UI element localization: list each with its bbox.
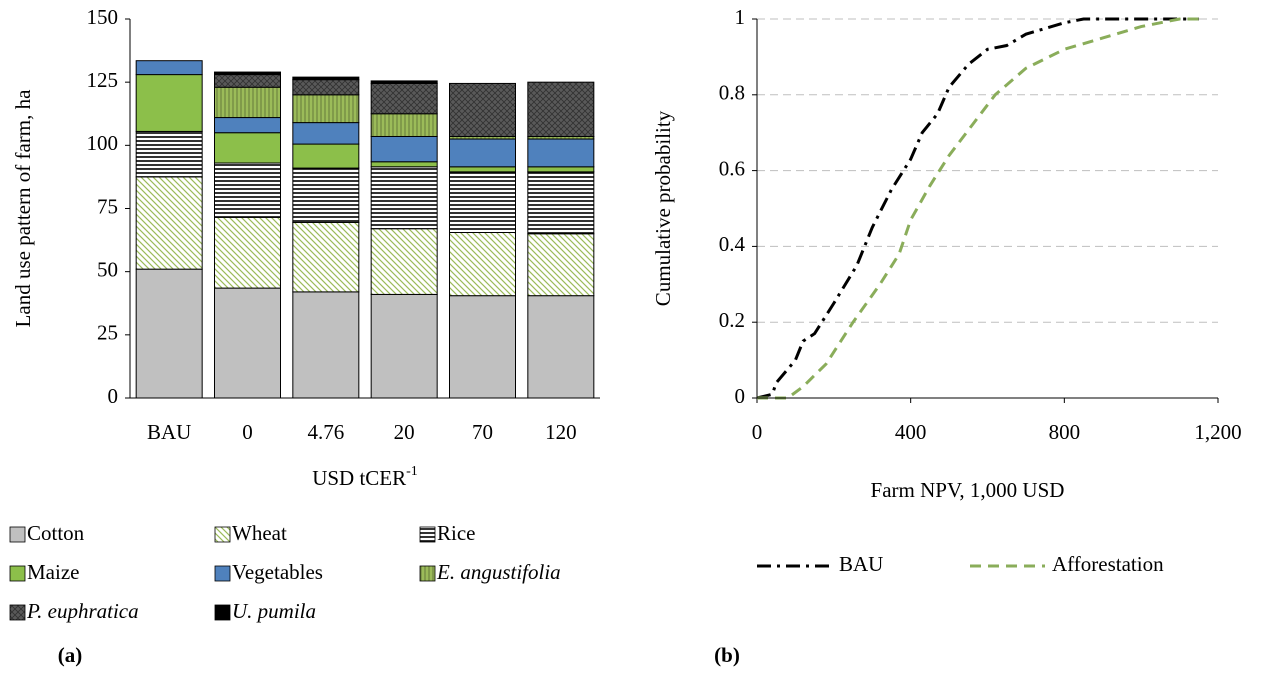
y-tick-label: 100 [87,131,119,155]
bar-segment [449,171,516,234]
legend-label: P. euphratica [26,599,139,623]
legend-swatch [214,526,231,543]
bar-segment [370,161,438,168]
y-axis-label: Cumulative probability [651,110,675,306]
bar-segment [292,143,360,169]
x-tick-label: 120 [545,420,577,444]
panel-label: (b) [714,643,740,667]
bar-segment [292,291,360,399]
bar-segment [292,221,360,293]
bar-segment [527,138,595,168]
legend-swatch [419,565,436,582]
x-axis-label-superscript: -1 [406,464,418,479]
x-tick-label: 1,200 [1194,420,1241,444]
bar-segment [214,86,281,119]
bar-segment [135,268,203,399]
bar-segment [292,167,360,223]
bar-segment [214,117,281,134]
bar-segment [214,74,281,88]
y-tick-label: 125 [87,68,119,92]
legend-swatch [419,526,436,543]
legend-swatch [9,526,26,543]
legend-label: Cotton [27,521,85,545]
y-tick-label: 0.2 [719,308,745,332]
x-tick-label: BAU [147,420,191,444]
bar-segment [449,166,516,173]
bar-segment [214,132,281,164]
bar-segment [527,171,595,235]
y-axis-label: Land use pattern of farm, ha [11,89,35,328]
panel-label: (a) [58,643,83,667]
bar-segment [449,232,516,297]
x-tick-label: 20 [394,420,415,444]
bar-segment [449,295,516,399]
legend-label: Afforestation [1052,552,1164,576]
bar-segment [527,233,595,297]
y-tick-label: 50 [97,257,118,281]
x-tick-label: 800 [1049,420,1081,444]
y-tick-label: 0.8 [719,81,745,105]
bar-segment [370,293,438,399]
bar-segment [214,216,281,289]
legend-label: Maize [27,560,79,584]
x-axis-label: Farm NPV, 1,000 USD [871,478,1065,502]
bar-segment [135,60,203,76]
x-tick-label: 0 [242,420,253,444]
legend-label: Rice [437,521,475,545]
legend-label: Wheat [232,521,287,545]
y-tick-label: 0 [735,384,746,408]
bar-segment [370,228,438,295]
line [757,17,1199,400]
line [756,17,1199,400]
bar-segment [527,166,595,173]
bar-segment [214,71,281,76]
bar-segment [370,113,438,137]
y-tick-label: 1 [735,5,746,29]
legend-label: Vegetables [232,560,323,584]
legend-label: BAU [839,552,883,576]
bar-segment [214,287,281,399]
y-tick-label: 25 [97,321,118,345]
bar-segment [135,130,203,178]
x-tick-label: 400 [895,420,927,444]
y-tick-label: 75 [97,194,118,218]
y-tick-label: 0.4 [719,232,746,256]
bar-segment [135,74,203,132]
legend-swatch [214,565,231,582]
x-tick-label: 4.76 [307,420,344,444]
bar-segment [370,82,438,115]
bar-segment [370,166,438,230]
y-tick-label: 150 [87,5,119,29]
bar-segment [370,135,438,163]
legend-swatch [9,604,26,621]
legend-label: E. angustifolia [436,560,561,584]
x-axis-label-text: USD tCER [312,466,406,490]
x-axis-label: USD tCER-1 [312,464,418,490]
bar-segment [370,80,438,84]
legend-label: U. pumila [232,599,316,623]
bar-segment [527,81,595,137]
bar-segment [449,138,516,168]
bar-segment [214,162,281,218]
bar-segment [292,79,360,96]
y-tick-label: 0.6 [719,156,745,180]
x-tick-label: 0 [752,420,763,444]
bar-segment [135,176,203,270]
x-tick-label: 70 [472,420,493,444]
bar-segment [449,82,516,137]
y-tick-label: 0 [108,384,119,408]
legend-swatch [214,604,231,621]
legend-swatch [9,565,26,582]
bar-segment [292,122,360,145]
bar-segment [292,76,360,81]
bar-segment [527,295,595,399]
bar-segment [292,94,360,124]
